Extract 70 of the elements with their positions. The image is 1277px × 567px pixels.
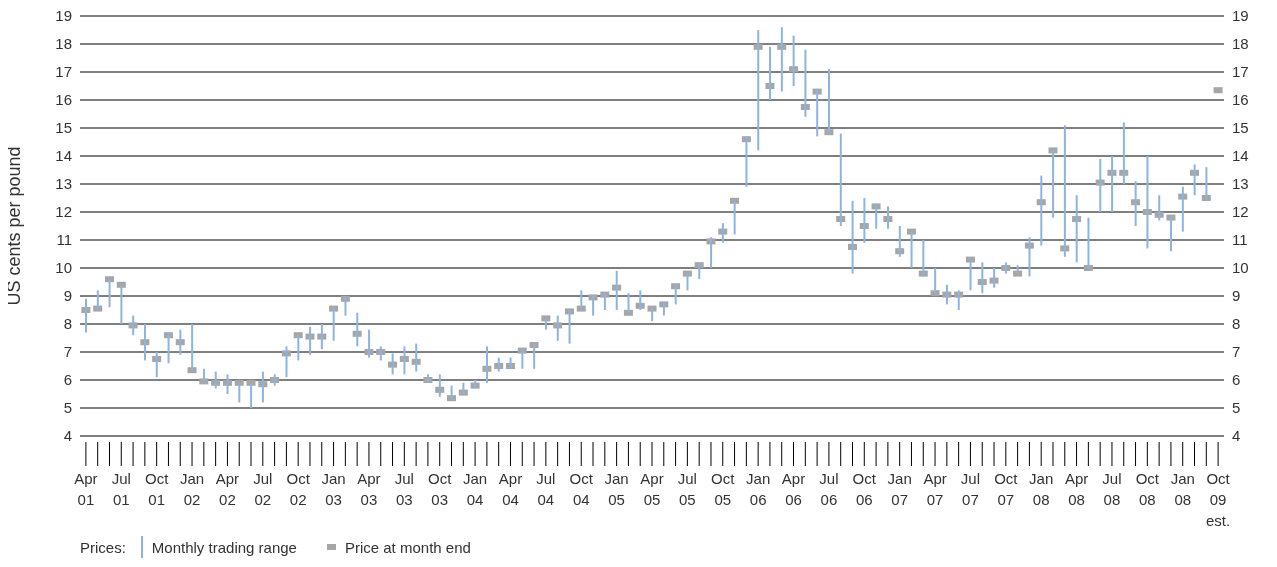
y2-tick-label: 18 xyxy=(1232,35,1249,53)
y-tick-label: 6 xyxy=(63,371,72,389)
y2-tick-label: 6 xyxy=(1232,371,1241,389)
legend-label: Price at month end xyxy=(344,538,471,556)
y2-tick-label: 7 xyxy=(1232,343,1241,361)
x-tick-label: Oct 05 xyxy=(711,470,736,508)
x-tick-label: Oct 06 xyxy=(852,470,877,508)
x-tick-label: Jul 01 xyxy=(111,470,131,508)
y2-tick-label: 12 xyxy=(1232,203,1249,221)
y2-tick-label: 19 xyxy=(1232,7,1249,25)
y2-tick-label: 10 xyxy=(1232,259,1249,277)
x-tick-label: Jan 08 xyxy=(1170,470,1195,508)
y2-tick-label: 14 xyxy=(1232,147,1249,165)
x-tick-label: Jul 04 xyxy=(536,470,556,508)
x-tick-label: Oct 03 xyxy=(428,470,453,508)
x-tick-label: Jan 08 xyxy=(1029,470,1054,508)
y-axis-title: US cents per pound xyxy=(4,146,25,306)
y2-tick-label: 5 xyxy=(1232,399,1241,417)
y-tick-label: 18 xyxy=(55,35,72,53)
legend-title: Prices: xyxy=(80,538,126,556)
x-tick-label: Oct 07 xyxy=(994,470,1019,508)
y-tick-label: 5 xyxy=(63,399,72,417)
x-tick-label: Oct 09 est. xyxy=(1206,470,1231,529)
y2-tick-label: 16 xyxy=(1232,91,1249,109)
x-tick-label: Jul 08 xyxy=(1102,470,1122,508)
y2-tick-label: 4 xyxy=(1232,427,1241,445)
y-tick-label: 8 xyxy=(63,315,72,333)
y2-tick-label: 13 xyxy=(1232,175,1249,193)
x-tick-label: Jan 02 xyxy=(179,470,205,508)
y-tick-label: 17 xyxy=(55,63,72,81)
y-tick-label: 11 xyxy=(56,231,72,249)
y2-tick-label: 15 xyxy=(1232,119,1249,137)
x-tick-label: Apr 05 xyxy=(640,470,664,508)
y2-tick-label: 9 xyxy=(1232,287,1241,305)
y2-tick-label: 17 xyxy=(1232,63,1249,81)
x-tick-label: Jan 07 xyxy=(887,470,912,508)
y2-tick-label: 11 xyxy=(1232,231,1248,249)
x-tick-label: Apr 06 xyxy=(781,470,806,508)
x-tick-label: Jul 06 xyxy=(819,470,839,508)
x-tick-label: Jan 06 xyxy=(746,470,771,508)
y-tick-label: 12 xyxy=(55,203,72,221)
x-tick-label: Jul 02 xyxy=(253,470,273,508)
x-tick-label: Jul 05 xyxy=(677,470,697,508)
y-tick-label: 9 xyxy=(63,287,72,305)
x-tick-label: Jul 07 xyxy=(960,470,981,508)
y2-tick-label: 8 xyxy=(1232,315,1241,333)
x-tick-label: Apr 02 xyxy=(215,470,240,508)
x-tick-label: Jan 05 xyxy=(604,470,629,508)
legend-label: Monthly trading range xyxy=(151,538,297,556)
x-tick-label: Oct 04 xyxy=(569,470,594,508)
x-tick-label: Oct 01 xyxy=(144,470,170,508)
x-tick-label: Apr 07 xyxy=(923,470,947,508)
x-tick-label: Oct 02 xyxy=(286,470,311,508)
y-tick-label: 15 xyxy=(55,119,72,137)
x-tick-label: Apr 03 xyxy=(357,470,381,508)
y-tick-label: 19 xyxy=(55,7,72,25)
y-tick-label: 10 xyxy=(55,259,72,277)
y-tick-label: 4 xyxy=(63,427,72,445)
bar xyxy=(85,298,87,333)
x-tick-label: Apr 08 xyxy=(1064,470,1089,508)
x-tick-label: Apr 04 xyxy=(498,470,523,508)
x-tick-label: Jul 03 xyxy=(394,470,414,508)
x-tick-label: Apr 01 xyxy=(74,470,98,508)
y-tick-label: 13 xyxy=(55,175,72,193)
x-tick-label: Oct 08 xyxy=(1135,470,1160,508)
y-tick-label: 7 xyxy=(63,343,72,361)
x-tick-label: Jan 03 xyxy=(321,470,346,508)
x-tick-label: Jan 04 xyxy=(463,470,488,508)
y-tick-label: 14 xyxy=(55,147,72,165)
y-tick-label: 16 xyxy=(55,91,72,109)
